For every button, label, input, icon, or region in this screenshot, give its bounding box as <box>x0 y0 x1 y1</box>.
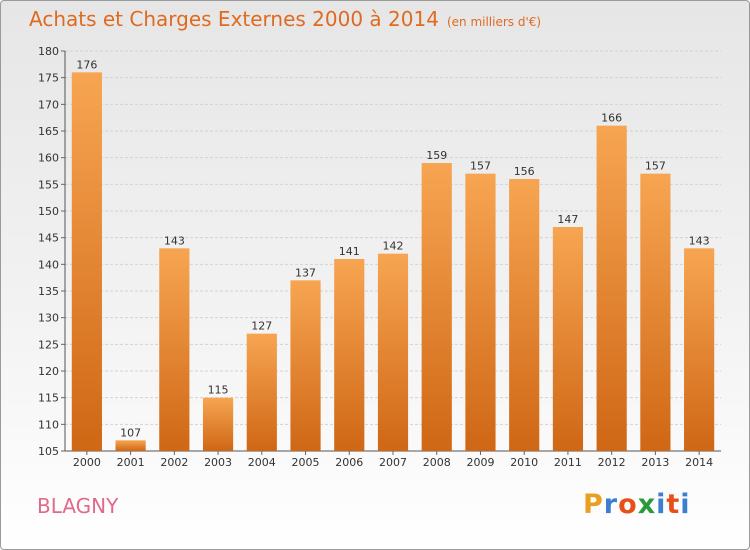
x-tick-label: 2010 <box>510 456 538 469</box>
bars <box>71 72 715 452</box>
y-tick-label: 155 <box>38 178 59 191</box>
x-tick-label: 2007 <box>379 456 407 469</box>
data-label: 142 <box>383 240 404 253</box>
x-tick-label: 2006 <box>335 456 363 469</box>
logo-letter: o <box>618 489 638 520</box>
bar <box>334 259 365 451</box>
data-label: 141 <box>339 245 360 258</box>
y-tick-label: 165 <box>38 125 59 138</box>
x-tick-label: 2001 <box>117 456 145 469</box>
axes: 105 110 115 120 125 130 135 140 145 150 155 160 165 1… <box>38 45 721 469</box>
data-label: 157 <box>645 160 666 173</box>
x-tick-label: 2013 <box>641 456 669 469</box>
x-tick-label: 2004 <box>248 456 276 469</box>
x-tick-label: 2011 <box>554 456 582 469</box>
y-tick-label: 175 <box>38 72 59 85</box>
data-label: 137 <box>295 266 316 279</box>
x-tick-label: 2002 <box>160 456 188 469</box>
bar <box>290 280 321 451</box>
x-tick-label: 2003 <box>204 456 232 469</box>
y-tick-label: 110 <box>38 418 59 431</box>
x-tick-label: 2014 <box>685 456 713 469</box>
y-tick-label: 140 <box>38 258 59 271</box>
bar <box>115 440 146 451</box>
y-tick-label: 170 <box>38 98 59 111</box>
data-label: 176 <box>76 58 97 71</box>
chart-unit: (en milliers d'€) <box>446 15 542 29</box>
data-label: 143 <box>164 234 185 247</box>
x-tick-label: 2012 <box>598 456 626 469</box>
logo-letter: t <box>666 489 681 520</box>
y-tick-label: 125 <box>38 338 59 351</box>
y-tick-label: 145 <box>38 232 59 245</box>
chart-title-text: Achats et Charges Externes 2000 à 2014 <box>29 7 439 31</box>
bar <box>552 227 584 451</box>
y-tick-label: 115 <box>38 392 59 405</box>
logo-letter: r <box>603 489 619 520</box>
data-labels: 176 107 143 115 127 137 141 142 159 157 156 147 166 1… <box>76 58 709 439</box>
logo-letter: i <box>656 489 667 520</box>
data-label: 115 <box>208 384 229 397</box>
data-label: 156 <box>514 165 535 178</box>
bar <box>509 179 540 451</box>
data-label: 143 <box>689 234 710 247</box>
data-label: 159 <box>426 149 447 162</box>
data-label: 127 <box>251 320 272 333</box>
data-label: 107 <box>120 426 141 439</box>
logo-letter: P <box>583 489 604 520</box>
y-tick-label: 180 <box>38 45 59 58</box>
bar <box>202 397 234 451</box>
data-label: 166 <box>601 112 622 125</box>
x-tick-label: 2005 <box>292 456 320 469</box>
y-tick-label: 130 <box>38 312 59 325</box>
bar <box>71 72 102 451</box>
logo-letter: i <box>680 489 691 520</box>
x-tick-label: 2009 <box>466 456 494 469</box>
bar <box>421 163 452 451</box>
commune-name: BLAGNY <box>37 494 119 518</box>
y-tick-label: 150 <box>38 205 59 218</box>
y-tick-label: 160 <box>38 152 59 165</box>
bar <box>596 125 627 452</box>
chart-title: Achats et Charges Externes 2000 à 2014 (e… <box>29 7 541 31</box>
proxiti-logo: Proxiti <box>583 489 691 520</box>
bar <box>377 253 409 451</box>
y-tick-label: 120 <box>38 365 59 378</box>
x-tick-label: 2008 <box>423 456 451 469</box>
logo-letter: x <box>637 489 657 520</box>
data-label: 147 <box>557 213 578 226</box>
data-label: 157 <box>470 160 491 173</box>
bar <box>246 333 277 451</box>
x-tick-label: 2000 <box>73 456 101 469</box>
bar <box>640 173 671 451</box>
bar <box>684 248 715 451</box>
bar <box>465 173 496 451</box>
y-tick-label: 105 <box>38 445 59 458</box>
bar <box>159 248 190 451</box>
y-tick-label: 135 <box>38 285 59 298</box>
